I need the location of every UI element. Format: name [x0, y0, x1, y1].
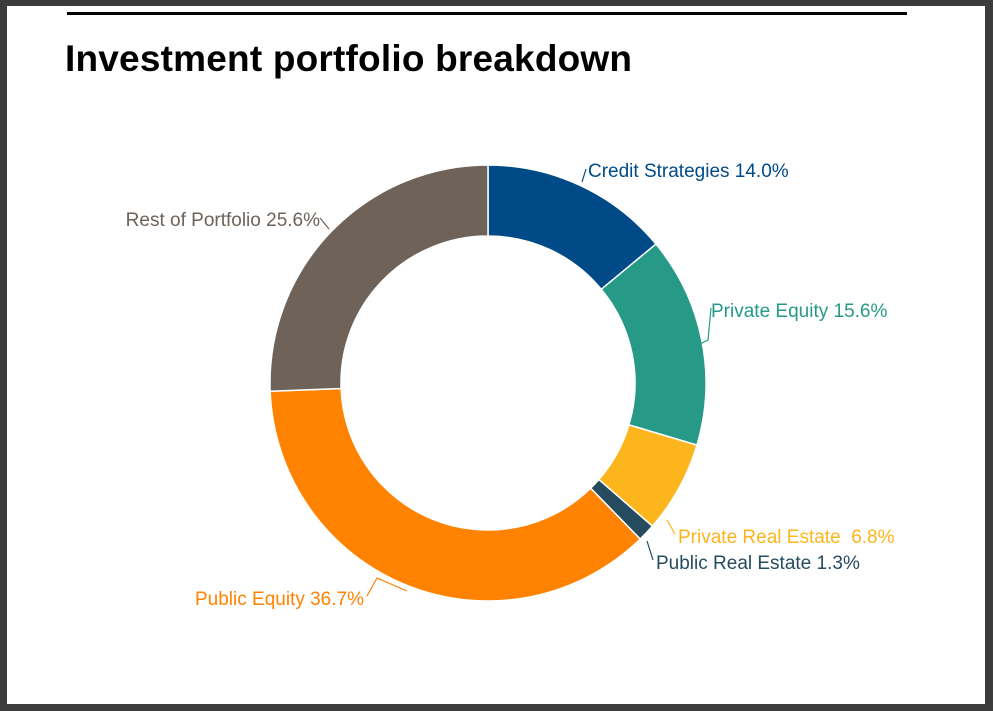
- leader-line: [581, 168, 587, 183]
- slice-label: Private Equity 15.6%: [711, 301, 887, 322]
- slice-label: Credit Strategies 14.0%: [588, 161, 789, 182]
- leader-line: [366, 577, 408, 597]
- slice-labels: Credit Strategies 14.0% Private Equity 15…: [126, 161, 895, 610]
- leader-line: [666, 519, 676, 535]
- slice-label: Rest of Portfolio 25.6%: [126, 210, 320, 231]
- leader-line: [697, 307, 712, 346]
- donut-slices: [269, 164, 707, 602]
- slice-label: Private Real Estate 6.8%: [678, 527, 895, 548]
- top-rule: [67, 12, 907, 15]
- chart-title: Investment portfolio breakdown: [65, 38, 633, 79]
- slice-rest-of-portfolio[interactable]: [269, 164, 489, 392]
- leader-line: [319, 217, 330, 230]
- chart-frame: Investment portfolio breakdown Credit St…: [7, 6, 985, 704]
- slice-label: Public Real Estate 1.3%: [656, 553, 860, 574]
- slice-public-equity[interactable]: [269, 387, 642, 602]
- leader-line: [646, 540, 654, 561]
- leader-lines: [319, 168, 712, 597]
- donut-chart: Credit Strategies 14.0% Private Equity 15…: [126, 161, 895, 610]
- slice-label: Public Equity 36.7%: [195, 589, 364, 610]
